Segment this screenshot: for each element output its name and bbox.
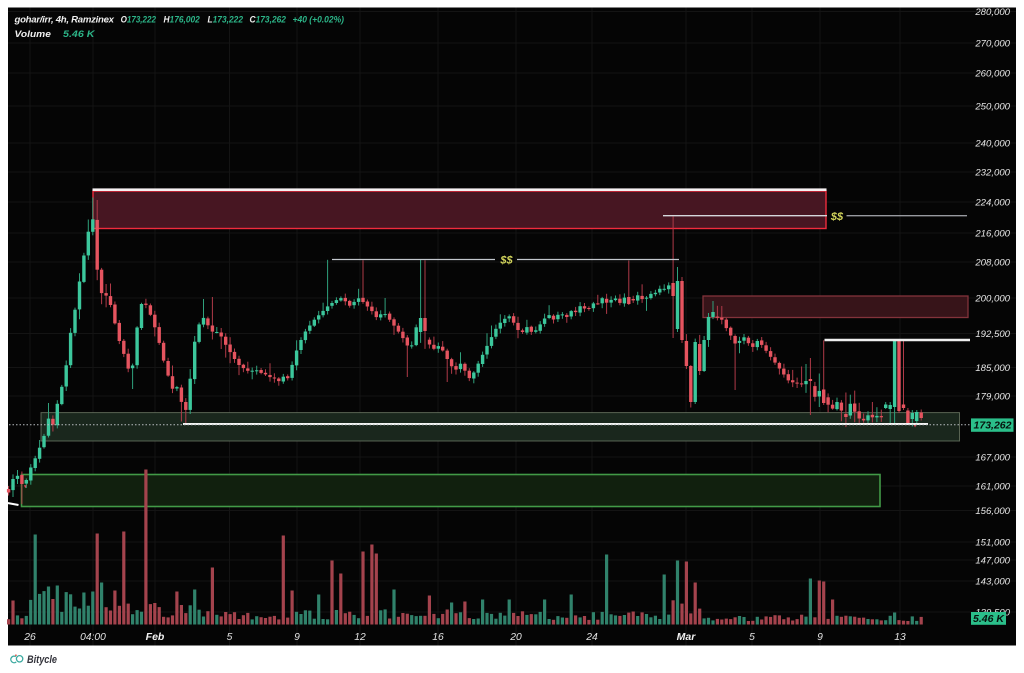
svg-text:9: 9 (817, 632, 823, 643)
svg-text:232,000: 232,000 (974, 168, 1010, 179)
svg-text:C173,262: C173,262 (250, 15, 287, 26)
svg-text:224,000: 224,000 (974, 198, 1010, 209)
svg-text:$$: $$ (499, 254, 513, 266)
svg-text:240,000: 240,000 (974, 139, 1010, 150)
svg-text:Bitycle: Bitycle (27, 654, 57, 666)
svg-text:167,000: 167,000 (975, 453, 1010, 464)
svg-text:143,000: 143,000 (975, 577, 1010, 588)
svg-text:161,000: 161,000 (975, 482, 1010, 493)
svg-text:O173,222: O173,222 (121, 15, 157, 26)
svg-text:250,000: 250,000 (974, 102, 1010, 113)
svg-text:Feb: Feb (146, 631, 165, 643)
svg-text:208,000: 208,000 (974, 258, 1010, 269)
svg-text:26: 26 (23, 632, 36, 643)
svg-text:200,000: 200,000 (974, 294, 1010, 305)
svg-text:270,000: 270,000 (974, 39, 1010, 50)
svg-text:5.46 K: 5.46 K (973, 613, 1005, 625)
svg-text:216,000: 216,000 (974, 229, 1010, 240)
svg-text:173,262: 173,262 (974, 420, 1012, 432)
svg-text:260,000: 260,000 (974, 69, 1010, 80)
svg-text:20: 20 (509, 632, 522, 643)
svg-text:$$: $$ (830, 211, 844, 223)
svg-text:5: 5 (749, 632, 755, 643)
svg-text:H176,002: H176,002 (164, 15, 201, 26)
svg-text:280,000: 280,000 (974, 7, 1010, 18)
svg-text:156,000: 156,000 (975, 506, 1010, 517)
svg-text:13: 13 (894, 632, 906, 643)
svg-text:Volume: Volume (15, 29, 52, 40)
svg-text:9: 9 (294, 632, 300, 643)
svg-text:24: 24 (585, 632, 598, 643)
svg-text:5: 5 (227, 632, 233, 643)
svg-text:192,500: 192,500 (975, 329, 1010, 340)
svg-text:179,000: 179,000 (975, 392, 1010, 403)
svg-text:16: 16 (432, 632, 444, 643)
svg-text:12: 12 (354, 632, 366, 643)
svg-text:+40 (+0.02%): +40 (+0.02%) (293, 15, 345, 26)
svg-text:L173,222: L173,222 (208, 15, 244, 26)
svg-text:151,000: 151,000 (975, 538, 1010, 549)
svg-text:gohar/irr, 4h, Ramzinex: gohar/irr, 4h, Ramzinex (14, 15, 115, 26)
svg-text:147,000: 147,000 (975, 556, 1010, 567)
svg-text:5.46 K: 5.46 K (63, 29, 96, 40)
svg-text:185,000: 185,000 (975, 363, 1010, 374)
svg-text:Mar: Mar (677, 631, 697, 643)
svg-text:04:00: 04:00 (80, 632, 106, 643)
